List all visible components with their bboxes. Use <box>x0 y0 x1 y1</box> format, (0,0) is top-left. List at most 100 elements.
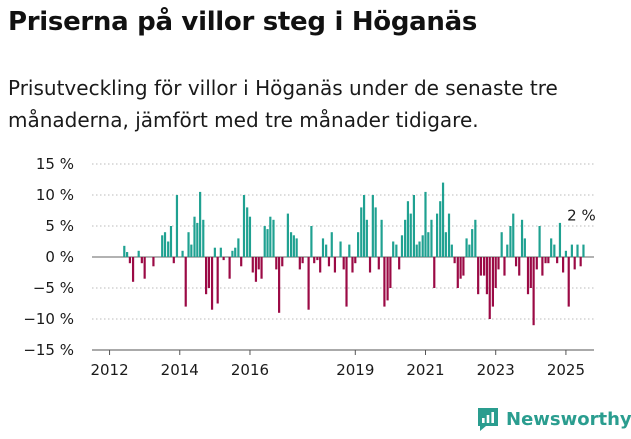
bar <box>418 241 421 257</box>
bar <box>485 257 489 295</box>
bar <box>512 213 515 257</box>
bar <box>137 250 140 257</box>
bar <box>254 257 258 282</box>
bar <box>395 244 398 257</box>
bar <box>439 201 442 257</box>
bar <box>550 238 553 257</box>
bar <box>251 257 254 273</box>
newsworthy-logo-icon <box>478 408 498 431</box>
bar <box>523 238 526 257</box>
bar <box>433 257 436 288</box>
bar <box>292 235 295 257</box>
bar <box>175 195 179 257</box>
bar <box>514 257 518 267</box>
bar <box>529 257 532 288</box>
bar <box>479 257 483 276</box>
bar <box>368 257 372 273</box>
bar <box>506 244 509 257</box>
bar <box>474 219 477 257</box>
bar <box>210 257 214 310</box>
bar <box>216 257 219 304</box>
bar <box>404 219 407 257</box>
bar <box>172 257 175 264</box>
bar <box>163 232 167 257</box>
bar <box>319 257 322 273</box>
bars <box>123 182 585 326</box>
bar <box>213 247 216 257</box>
bar <box>167 241 170 257</box>
bar <box>184 257 187 307</box>
bar <box>219 247 222 257</box>
bar <box>535 257 538 270</box>
bar <box>377 257 380 270</box>
bar <box>260 257 263 279</box>
bar <box>400 235 404 257</box>
bar <box>441 182 445 257</box>
bar <box>316 257 319 261</box>
annotations: 2 % <box>567 207 596 225</box>
bar <box>240 257 243 267</box>
bar <box>562 257 565 273</box>
bar <box>488 257 491 319</box>
bar <box>447 213 451 257</box>
bar <box>295 238 298 257</box>
bar <box>412 195 416 257</box>
bar <box>354 257 357 264</box>
bar <box>278 257 281 313</box>
chart-subtitle: Prisutveckling för villor i Höganäs unde… <box>8 76 558 132</box>
bar <box>126 252 129 257</box>
bar <box>196 222 199 257</box>
x-tick-label: 2019 <box>336 361 374 379</box>
bar <box>518 257 521 276</box>
bar <box>275 257 278 270</box>
bar <box>131 257 135 282</box>
bar <box>281 257 284 267</box>
bar <box>564 250 568 257</box>
y-tick-label: −15 % <box>23 341 74 359</box>
bar <box>503 257 506 276</box>
bar <box>257 257 260 270</box>
bar <box>237 238 240 257</box>
bar <box>327 257 331 267</box>
bar <box>310 226 313 257</box>
bar <box>371 195 374 257</box>
x-tick-label: 2023 <box>477 361 515 379</box>
bar <box>450 244 453 257</box>
bar <box>266 229 269 257</box>
bar <box>483 257 486 276</box>
bar <box>380 219 383 257</box>
bar <box>140 257 143 264</box>
bar <box>169 226 173 257</box>
bar <box>248 216 252 257</box>
bar <box>444 232 447 257</box>
bar <box>365 219 368 257</box>
bar <box>556 257 559 264</box>
bar <box>181 250 184 257</box>
x-tick-label: 2014 <box>161 361 199 379</box>
bar <box>143 257 146 279</box>
bar <box>573 257 576 270</box>
bar <box>497 257 500 270</box>
bar <box>558 222 562 257</box>
x-tick-label: 2025 <box>547 361 585 379</box>
bar <box>298 257 301 270</box>
bar <box>351 257 354 273</box>
bar <box>222 257 225 261</box>
bar <box>204 257 208 295</box>
bar <box>406 201 410 257</box>
bar <box>465 238 468 257</box>
bar <box>307 257 310 310</box>
x-tick-label: 2016 <box>231 361 269 379</box>
bar <box>494 257 497 288</box>
bar <box>435 213 439 257</box>
bar <box>538 226 541 257</box>
bar <box>128 257 132 264</box>
bar <box>453 257 456 264</box>
bar <box>392 241 395 257</box>
bar <box>462 257 465 276</box>
bar <box>520 219 524 257</box>
newsworthy-logo: Newsworthy <box>476 406 631 432</box>
bar <box>345 257 348 307</box>
bar <box>330 232 333 257</box>
bar <box>468 244 471 257</box>
